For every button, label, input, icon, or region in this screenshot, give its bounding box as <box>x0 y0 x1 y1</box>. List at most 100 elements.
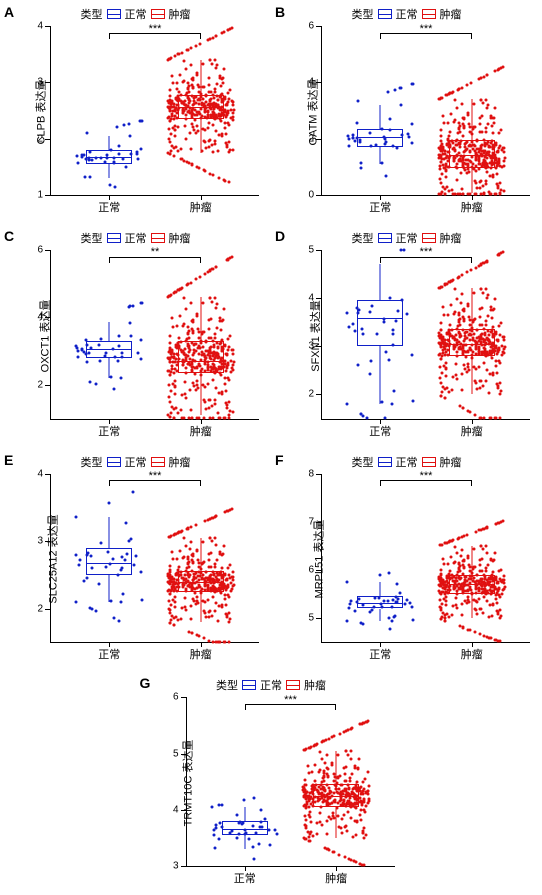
panel-OXCT1: C类型正常肿瘤OXCT1 表达量246正常肿瘤** <box>0 224 271 448</box>
data-point <box>500 252 503 255</box>
legend-item-label: 正常 <box>125 6 147 22</box>
data-point <box>195 278 198 281</box>
data-point <box>500 581 503 584</box>
data-point <box>125 165 128 168</box>
legend-item-label: 肿瘤 <box>169 230 191 246</box>
data-point <box>191 330 194 333</box>
data-point <box>182 81 185 84</box>
data-point <box>488 636 491 639</box>
data-point <box>485 600 488 603</box>
data-point <box>214 296 217 299</box>
data-point <box>120 376 123 379</box>
data-point <box>223 417 226 420</box>
legend-swatch <box>422 233 436 243</box>
data-point <box>168 415 171 418</box>
data-point <box>368 798 371 801</box>
data-point <box>319 812 322 815</box>
data-point <box>179 288 182 291</box>
data-point <box>472 320 475 323</box>
data-point <box>168 396 171 399</box>
data-point <box>303 814 306 817</box>
data-point <box>308 836 311 839</box>
data-point <box>446 562 449 565</box>
data-point <box>440 173 443 176</box>
data-point <box>487 391 490 394</box>
data-point <box>178 550 181 553</box>
data-point <box>190 409 193 412</box>
data-point <box>437 334 440 337</box>
data-point <box>350 600 353 603</box>
data-point <box>482 102 485 105</box>
data-point <box>444 619 447 622</box>
data-point <box>353 820 356 823</box>
data-point <box>137 352 140 355</box>
data-point <box>479 608 482 611</box>
data-point <box>207 383 210 386</box>
data-point <box>88 175 91 178</box>
data-point <box>213 332 216 335</box>
data-point <box>503 159 506 162</box>
legend-swatch <box>151 457 165 467</box>
whisker <box>109 164 110 178</box>
data-point <box>263 817 266 820</box>
data-point <box>211 124 214 127</box>
data-point <box>214 610 217 613</box>
data-point <box>498 381 501 384</box>
data-point <box>479 633 482 636</box>
data-point <box>214 139 217 142</box>
data-point <box>497 324 500 327</box>
data-point <box>483 417 486 420</box>
data-point <box>454 545 457 548</box>
data-point <box>227 151 230 154</box>
data-point <box>224 96 227 99</box>
data-point <box>168 127 171 130</box>
data-point <box>359 813 362 816</box>
data-point <box>202 169 205 172</box>
data-point <box>307 813 310 816</box>
data-point <box>253 857 256 860</box>
data-point <box>399 591 402 594</box>
data-point <box>185 528 188 531</box>
data-point <box>204 386 207 389</box>
data-point <box>223 126 226 129</box>
data-point <box>214 398 217 401</box>
data-point <box>446 313 449 316</box>
data-point <box>207 127 210 130</box>
data-point <box>231 578 234 581</box>
x-tick-label: 正常 <box>234 870 256 886</box>
data-point <box>449 113 452 116</box>
y-tick <box>45 609 51 610</box>
data-point <box>190 604 193 607</box>
data-point <box>167 107 170 110</box>
y-tick <box>316 298 322 299</box>
data-point <box>456 552 459 555</box>
data-point <box>190 63 193 66</box>
data-point <box>232 363 235 366</box>
data-point <box>326 767 329 770</box>
data-point <box>472 567 475 570</box>
data-point <box>486 122 489 125</box>
panel-TRMT10C: G类型正常肿瘤TRMT10C 表达量3456正常肿瘤*** <box>136 671 407 895</box>
data-point <box>210 144 213 147</box>
y-tick <box>316 139 322 140</box>
data-point <box>411 618 414 621</box>
data-point <box>340 832 343 835</box>
data-point <box>456 537 459 540</box>
data-point <box>339 827 342 830</box>
data-point <box>202 417 205 420</box>
data-point <box>348 144 351 147</box>
data-point <box>411 399 414 402</box>
data-point <box>486 315 489 318</box>
panel-SFXN1: D类型正常肿瘤SFXN1 表达量2345正常肿瘤*** <box>271 224 542 448</box>
data-point <box>77 349 80 352</box>
data-point <box>498 181 501 184</box>
data-point <box>168 335 171 338</box>
data-point <box>172 82 175 85</box>
data-point <box>500 390 503 393</box>
data-point <box>204 401 207 404</box>
box <box>449 329 495 356</box>
data-point <box>454 596 457 599</box>
data-point <box>212 417 215 420</box>
data-point <box>412 83 415 86</box>
data-point <box>174 135 177 138</box>
